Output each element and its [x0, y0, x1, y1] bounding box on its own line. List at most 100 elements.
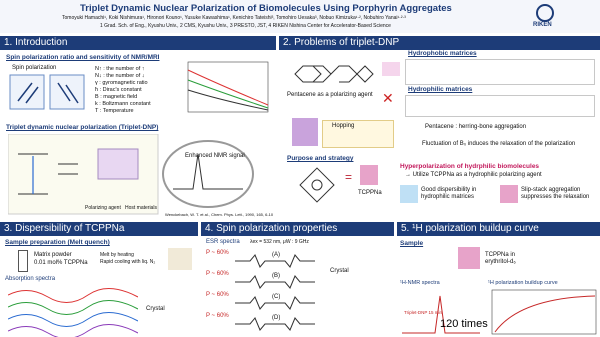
magnifier: [162, 140, 254, 208]
polarization: P ~ 60%: [206, 292, 229, 298]
polarization: P ~ 60%: [206, 250, 229, 256]
panel-label: (A): [272, 252, 280, 258]
matrix-box: [405, 95, 595, 117]
definition: N↑ : the number of ↑: [95, 66, 145, 72]
label: Host materials: [125, 205, 157, 211]
aggregate: [292, 118, 318, 146]
porphyrin: [299, 167, 335, 203]
definition: B : magnetic field: [95, 94, 138, 100]
title: Triplet Dynamic Nuclear Polarization of …: [80, 3, 452, 14]
plot-frame: [187, 61, 269, 113]
section-heading: 3. Dispersibility of TCPPNa: [0, 222, 198, 236]
label: Rapid cooling with liq. N₂: [100, 259, 156, 265]
label: Good dispersibility in hydrophilic matri…: [421, 187, 477, 200]
label: TCPPNa: [358, 190, 382, 196]
label: Fluctuation of B₀ induces the relaxation…: [422, 141, 576, 147]
subtitle: Absorption spectra: [5, 276, 56, 282]
slip-icon: [500, 185, 518, 203]
spectrum: [8, 288, 138, 303]
esr-trace: [235, 254, 315, 268]
header-bg: [0, 0, 600, 33]
definition: N↓ : the number of ↓: [95, 73, 145, 79]
label: TCPPNa in erythritol-d₆: [485, 252, 516, 265]
subtitle: Spin polarization ratio and sensitivity …: [6, 54, 160, 61]
subtitle: ESR spectra: [206, 239, 240, 245]
esr-spectrum: [235, 296, 315, 310]
crystal: [97, 148, 139, 180]
panel-label: (D): [272, 315, 281, 321]
hopping-box: [322, 120, 394, 148]
label: Crystal: [146, 306, 165, 312]
definition: γ : gyromagnetic ratio: [95, 80, 148, 86]
nmr-signal: [402, 295, 480, 334]
definition: ħ : Dirac's constant: [95, 87, 142, 93]
polarization: P ~ 60%: [206, 313, 229, 319]
esr-spectrum: [235, 254, 315, 268]
curve: [187, 79, 269, 109]
definition: T : Temperature: [95, 108, 134, 114]
label: Pentacene as a polarizing agent: [287, 92, 373, 98]
esr-spectrum: [235, 317, 315, 331]
label: Triplet-DNP 15 min: [404, 310, 443, 315]
check: [382, 62, 400, 76]
cross: ✕: [382, 90, 394, 106]
label: 0.01 mol% TCPPNa: [34, 260, 88, 266]
sample-photo: [168, 248, 192, 270]
dnp-diagram: [8, 134, 254, 215]
logo-mark: [536, 4, 554, 22]
label: Matrix powder: [34, 252, 72, 258]
definition: k : Boltzmann constant: [95, 101, 151, 107]
absorption-plot: [8, 288, 138, 337]
label: Slip-stack aggregation suppresses the re…: [521, 187, 590, 200]
section-heading: 4. Spin polarization properties: [201, 222, 394, 236]
label: Spin polarization: [12, 65, 57, 71]
subtitle: Purpose and strategy: [287, 155, 354, 162]
panel-label: (C): [272, 294, 281, 300]
core: [311, 179, 323, 191]
tcppna-icon: [360, 165, 378, 185]
spin-arrow: [17, 82, 79, 104]
dispersion-icon: [400, 185, 418, 203]
subtitle: Triplet dynamic nuclear polarization (Tr…: [6, 124, 159, 131]
label: → Utilize TCPPNa as a hydrophilic polari…: [405, 172, 542, 178]
buildup: [494, 295, 596, 333]
goal: Hyperpolarization of hydrphilic biomolec…: [400, 163, 540, 170]
spectrum: [8, 324, 138, 337]
curve: [187, 69, 269, 106]
subtitle: ¹H polarization buildup curve: [488, 280, 558, 286]
label: Pentacene : herring-bone aggregation: [425, 124, 527, 130]
label: Enhanced NMR signal: [185, 153, 245, 159]
subtitle: Hydrophobic matrices: [408, 50, 477, 57]
label: Hopping: [332, 123, 355, 129]
esr-trace: [235, 317, 315, 331]
label: Crystal: [330, 268, 349, 274]
polarization: P ~ 60%: [206, 271, 229, 277]
nmr-plots: [402, 289, 597, 335]
subtitle: Hydrophilic matrices: [408, 86, 473, 93]
tcppna-structure: [299, 167, 335, 203]
sample-icon: [458, 247, 480, 269]
vial: [18, 250, 28, 272]
section-heading: 2. Problems of triplet-DNP: [279, 36, 600, 50]
panel-label: (B): [272, 273, 280, 279]
subtitle: Sample: [400, 240, 424, 247]
authors: Tomoyuki Hamachi¹, Koki Nishimura¹, Hiro…: [62, 15, 406, 21]
esr-trace: [235, 296, 315, 310]
molecule: [294, 65, 374, 83]
spin-box: [9, 74, 45, 110]
section-heading: 1. Introduction: [0, 36, 276, 50]
logo-text: RIKEN: [533, 22, 552, 28]
section-heading: 5. ¹H polarization buildup curve: [397, 222, 600, 236]
enhancement: 120 times: [440, 318, 488, 330]
label: Polarizing agent: [85, 205, 121, 211]
label: Melt by heating: [100, 252, 134, 258]
definitions: N↑ : the number of ↑ N↓ : the number of ↓…: [95, 66, 151, 115]
subtitle: Sample preparation (Melt quench): [5, 239, 110, 246]
matrix-box: [405, 59, 595, 85]
subtitle: ¹H-NMR spectra: [400, 280, 440, 286]
nmr-signal: [173, 153, 243, 190]
pentacene: [294, 65, 374, 83]
spectrum: [8, 312, 138, 327]
spin-diagram: [9, 74, 85, 110]
plot-frame: [491, 289, 597, 335]
